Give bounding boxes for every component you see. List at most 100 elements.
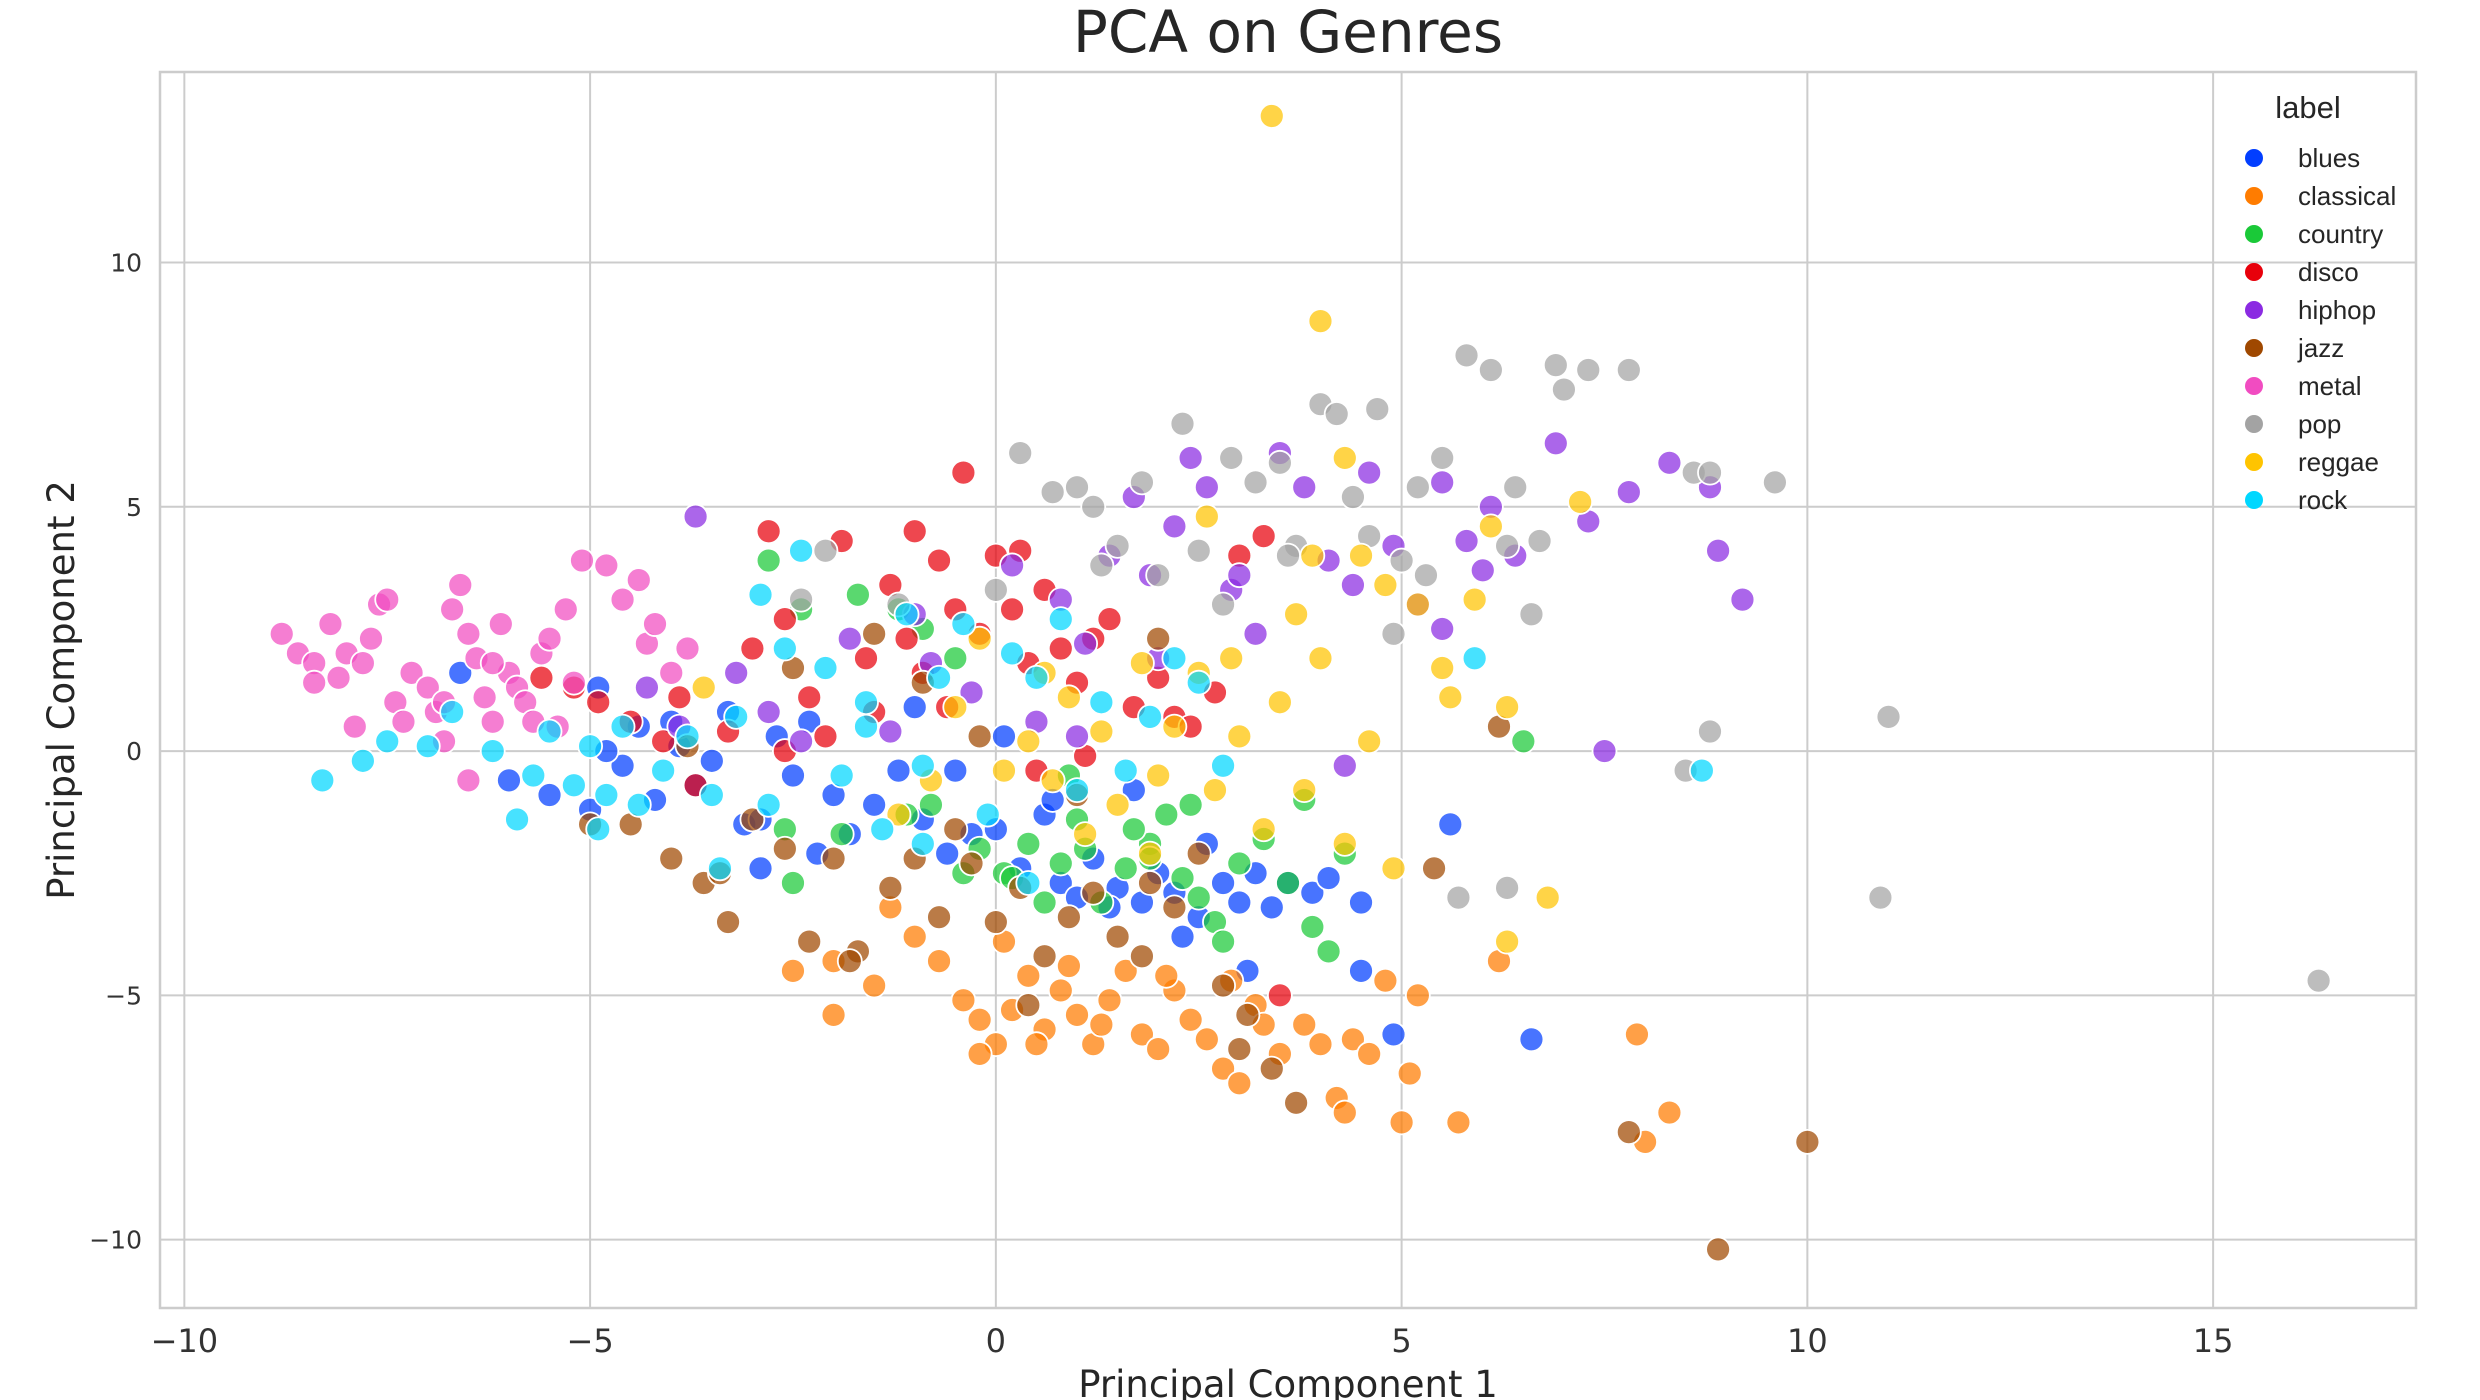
point-metal [447,572,474,598]
point-classical [1372,967,1399,994]
y-tick-label: −10 [89,1226,142,1255]
point-metal [479,708,506,735]
legend-marker [2245,263,2263,281]
point-country [844,581,871,608]
point-rock [747,581,774,608]
point-jazz [982,909,1009,935]
point-hiphop [1453,528,1480,554]
point-jazz [1210,972,1236,999]
point-disco [771,606,798,633]
point-disco [893,625,920,652]
point-metal [358,625,384,652]
point-pop [1185,537,1212,564]
axis-ticks: −10 −5 0 5 10 15 −10 −5 0 5 10 [89,249,2233,1360]
point-country [1299,914,1326,940]
point-pop [812,537,839,564]
point-reggae [1291,777,1318,804]
point-pop [1551,376,1577,403]
point-metal [609,586,636,613]
point-country [828,821,855,848]
point-classical [1096,987,1123,1014]
point-reggae [1039,767,1066,794]
point-pop [1364,396,1391,422]
point-reggae [1534,884,1561,911]
point-metal [341,713,368,740]
point-jazz [1615,1119,1642,1146]
legend-item-pop: pop [2245,409,2341,439]
point-jazz [1137,870,1163,896]
series-hiphop [634,430,1756,779]
point-rock [1210,752,1236,779]
y-tick-label: 10 [110,249,142,278]
legend-marker [2245,225,2263,243]
point-hiphop [1429,616,1456,642]
point-disco [796,684,823,711]
point-blues [536,782,563,808]
point-jazz [1080,879,1107,906]
point-reggae [1567,489,1594,515]
point-reggae [1331,830,1358,857]
point-pop [1007,440,1034,466]
point-metal [317,611,344,637]
point-reggae [966,625,993,652]
point-pop [1453,342,1480,369]
point-reggae [1015,728,1042,755]
point-reggae [690,674,717,701]
point-country [1047,850,1074,877]
point-classical [926,948,952,975]
legend-marker [2245,453,2263,471]
point-classical [1396,1060,1423,1087]
point-disco [666,684,693,711]
point-country [1169,865,1196,891]
point-pop [1088,552,1115,579]
point-pop [1169,410,1196,437]
point-rock [812,655,839,681]
point-metal [560,669,587,696]
point-jazz [1104,923,1131,950]
point-hiphop [1356,459,1383,486]
point-country [918,791,944,818]
point-pop [1615,357,1642,383]
point-hiphop [1591,738,1618,764]
point-blues [934,840,961,867]
point-reggae [1307,308,1334,335]
point-country [1153,801,1180,828]
legend-marker [2245,187,2263,205]
point-hiphop [1242,620,1269,647]
point-country [1120,816,1147,843]
point-rock [853,713,879,740]
point-country [1031,889,1058,916]
point-pop [788,586,814,613]
point-disco [812,723,839,750]
point-pop [1502,474,1529,501]
point-hiphop [1193,474,1220,501]
point-hiphop [1064,723,1090,750]
point-reggae [1226,723,1253,750]
point-country [1275,870,1301,896]
point-hiphop [1656,449,1683,476]
point-reggae [1461,586,1488,613]
point-pop [1542,352,1569,379]
point-rock [999,640,1025,667]
legend-label: country [2298,219,2383,249]
point-disco [1047,635,1074,662]
point-rock [536,718,563,745]
point-reggae [1437,684,1464,711]
point-jazz [1055,904,1082,931]
point-reggae [1088,718,1115,745]
point-hiphop [723,660,750,686]
point-metal [593,552,620,579]
point-blues [1348,958,1374,984]
x-tick-label: 10 [1787,1322,1828,1360]
point-pop [1477,357,1504,383]
point-hiphop [1226,562,1253,589]
point-rock [1088,689,1115,716]
legend-item-jazz: jazz [2245,333,2344,363]
point-hiphop [634,674,660,701]
point-reggae [1494,928,1521,955]
legend-label: blues [2298,143,2360,173]
point-blues [861,791,888,818]
point-classical [950,987,977,1014]
point-rock [698,782,725,808]
